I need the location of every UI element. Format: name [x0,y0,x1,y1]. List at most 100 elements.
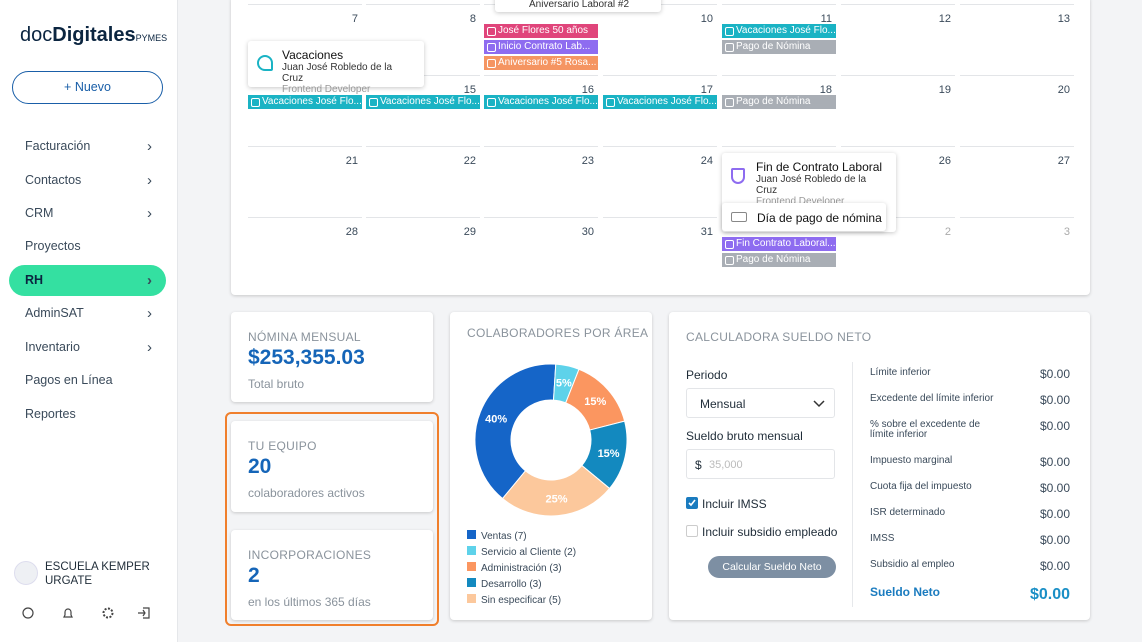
day-number: 27 [1057,155,1070,167]
period-select[interactable]: Mensual [686,388,835,418]
event[interactable]: Pago de Nómina [722,95,836,109]
event[interactable]: Inicio Contrato Lab... [484,40,598,54]
result-label: Excedente del límite inferior [870,393,994,404]
logo: docDigitalesPYMES [20,24,167,47]
nav-item[interactable]: Facturación › [9,131,166,162]
sidebar: docDigitalesPYMES + Nuevo Facturación › Co… [0,0,178,642]
nav-label: Inventario [25,340,80,354]
nav-item[interactable]: Reportes [9,399,166,430]
day-cell: 29 [366,217,480,288]
popup-name: Juan José Robledo de la Cruz [282,62,393,84]
net-value: $0.00 [1029,586,1070,603]
day-cell: 24 [603,146,717,217]
day-cell: 7 [248,4,362,75]
slice-label: 25% [546,494,568,506]
imss-checkbox[interactable] [686,497,698,509]
chart-title: COLABORADORES POR ÁREA [467,325,648,340]
nav-item[interactable]: Pagos en Línea [9,365,166,396]
divider [852,362,853,607]
salary-input[interactable]: $ 35,000 [686,449,835,479]
donut-chart: COLABORADORES POR ÁREA 40% Ventas (7) 5% Se… [467,325,648,606]
nav-item[interactable]: Proyectos [9,231,166,262]
donut-slice [501,464,611,517]
popup-title: Fin de Contrato Laboral [756,160,883,174]
event[interactable]: Vacaciones José Flo... [603,95,717,109]
event[interactable]: Fin Contrato Laboral... [722,237,836,251]
result-label: Impuesto marginal [870,455,953,466]
event[interactable]: Aniversario #5 Rosa... [484,56,598,70]
day-number: 13 [1057,13,1070,25]
nav-arrow: › [147,138,152,155]
day-number: 3 [1063,226,1070,238]
event[interactable]: Vacaciones José Flo... [366,95,480,109]
result-value: $0.00 [1039,533,1070,547]
result-label: Cuota fija del impuesto [870,481,972,492]
day-number: 31 [700,226,713,238]
event[interactable]: Pago de Nómina [722,40,836,54]
nav-item[interactable]: AdminSAT › [9,298,166,329]
popup-role: Frontend Developer [282,84,371,95]
day-cell: 21 [248,146,362,217]
nav-item[interactable]: Inventario › [9,332,166,363]
kpi-label: NÓMINA MENSUAL [248,330,361,344]
day-number: 16 [581,84,594,96]
legend-swatch [467,578,476,587]
event[interactable]: Vacaciones José Flo... [248,95,362,109]
day-cell: 8 [366,4,480,75]
settings-icon[interactable] [102,607,114,619]
payroll-card: NÓMINA MENSUAL $253,355.03 Total bruto [231,312,433,402]
event[interactable]: Pago de Nómina [722,253,836,267]
nav-arrow: › [147,172,152,189]
popup-name: Juan José Robledo de la Cruz [756,174,867,196]
day-cell: 2 [841,217,955,288]
day-cell: 31 [603,217,717,288]
legend-label: Ventas (7) [481,531,527,542]
salary-label: Sueldo bruto mensual [686,429,803,443]
logo-bold: Digitales [52,24,136,46]
kpi-label: TU EQUIPO [248,439,317,453]
legend-swatch [467,594,476,603]
new-button[interactable]: + Nuevo [12,71,163,104]
nav-item[interactable]: Contactos › [9,165,166,196]
event[interactable]: Vacaciones José Flo... [722,24,836,38]
calculate-button[interactable]: Calcular Sueldo Neto [708,556,836,578]
day-cell: 30 [484,217,598,288]
event[interactable]: José Flores 50 años [484,24,598,38]
kpi-caption: en los últimos 365 días [248,595,371,609]
day-number: 2 [944,226,951,238]
nav-item[interactable]: CRM › [9,198,166,229]
event[interactable]: Vacaciones José Flo... [484,95,598,109]
day-number: 7 [351,13,358,25]
day-cell: 23 [484,146,598,217]
nav-arrow: › [147,205,152,222]
logout-icon[interactable] [138,607,150,619]
result-label: % sobre el excedente de límite inferior [870,419,981,440]
bell-icon[interactable] [63,608,73,618]
nav-label: AdminSAT [25,306,84,320]
chevron [813,400,825,408]
result-label: IMSS [870,533,895,544]
donut-card: COLABORADORES POR ÁREA 40% Ventas (7) 5% Se… [450,312,652,620]
kpi-caption: Total bruto [248,377,305,391]
popup-icon [731,168,745,184]
popup-anniversary: Aniversario Laboral #2 [495,0,661,12]
period-label: Periodo [686,368,728,382]
day-cell: 11 [722,4,836,75]
result-label: Subsidio al empleo [870,559,955,570]
profile-icon[interactable] [22,607,34,619]
legend-label: Administración (3) [481,563,562,574]
logo-suffix: PYMES [135,33,168,43]
day-cell: 26 [841,146,955,217]
imss-label: Incluir IMSS [702,497,767,511]
kpi-value: $253,355.03 [248,346,365,369]
period-value: Mensual [700,397,746,411]
day-number: 28 [345,226,358,238]
subsidy-checkbox[interactable] [686,525,698,537]
kpi-label: INCORPORACIONES [248,548,372,562]
nav-item[interactable]: RH › [9,265,166,296]
day-number: 21 [345,155,358,167]
nav-arrow: › [147,272,152,289]
day-cell: 3 [960,217,1074,288]
legend-label: Desarrollo (3) [481,579,542,590]
